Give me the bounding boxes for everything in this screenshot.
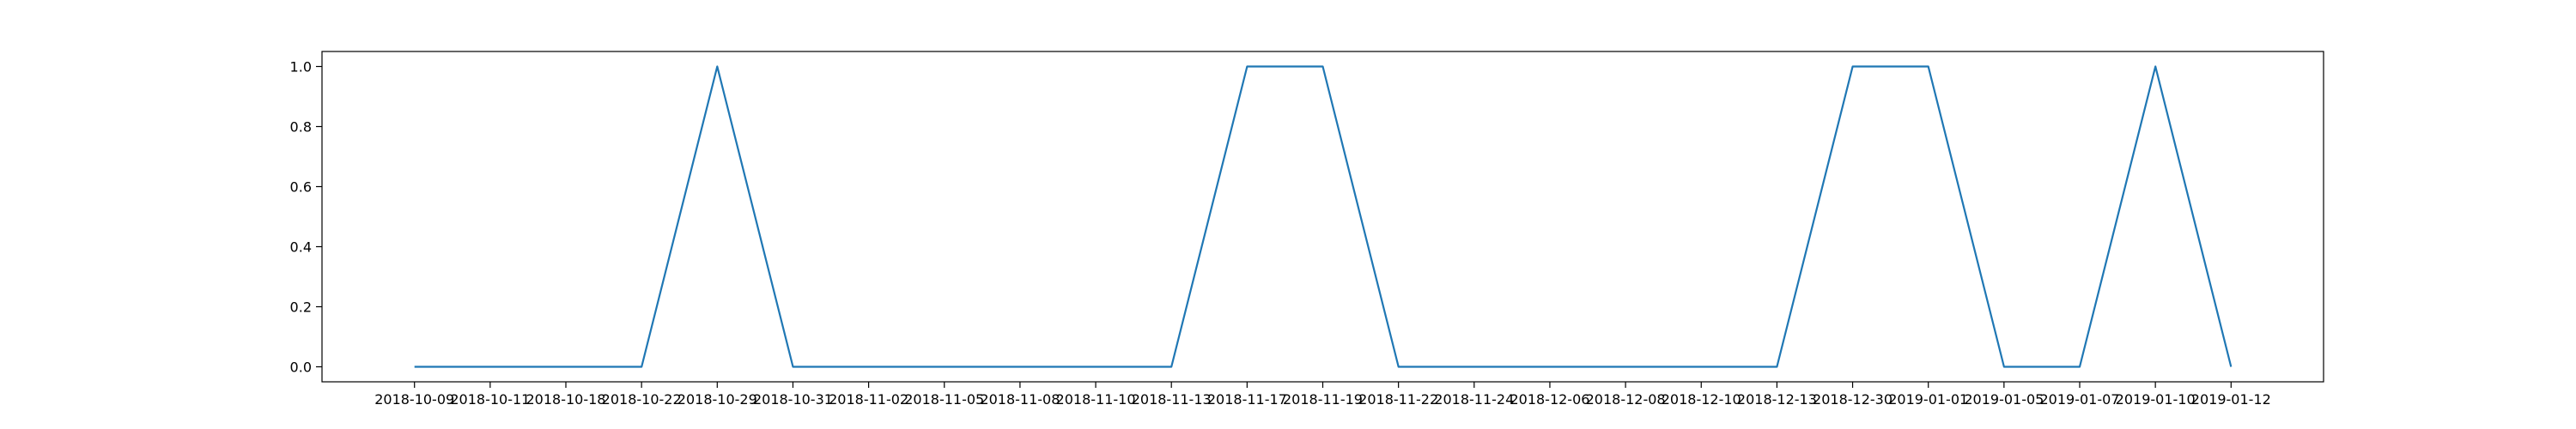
x-tick-label: 2018-11-19 [1283,391,1363,408]
x-tick-label: 2018-10-18 [526,391,606,408]
y-tick-label: 0.4 [290,239,312,256]
x-tick-label: 2018-11-10 [1056,391,1136,408]
y-axis: 0.0 0.2 0.4 0.6 0.8 1.0 [290,59,322,376]
x-tick-label: 2019-01-01 [1888,391,1968,408]
y-tick-label: 0.8 [290,119,312,136]
x-tick-label: 2018-11-13 [1132,391,1212,408]
x-tick-label: 2018-11-05 [904,391,984,408]
x-tick-label: 2019-01-12 [2191,391,2271,408]
plot-area [322,51,2324,382]
x-tick-label: 2018-12-13 [1737,391,1817,408]
x-tick-label: 2018-11-08 [980,391,1060,408]
x-tick-label: 2018-12-10 [1662,391,1741,408]
x-tick-label: 2018-11-22 [1358,391,1438,408]
x-tick-label: 2018-11-02 [829,391,908,408]
x-tick-label: 2019-01-05 [1964,391,2044,408]
x-axis: 2018-10-092018-10-112018-10-182018-10-22… [374,382,2271,408]
y-tick-label: 0.6 [290,179,312,196]
x-tick-label: 2018-12-06 [1510,391,1589,408]
x-tick-label: 2018-12-08 [1586,391,1666,408]
x-tick-label: 2018-10-29 [677,391,757,408]
x-tick-label: 2019-01-07 [2040,391,2120,408]
x-tick-label: 2018-12-30 [1813,391,1893,408]
x-tick-label: 2018-10-31 [753,391,833,408]
x-tick-label: 2018-10-09 [374,391,454,408]
x-tick-label: 2019-01-10 [2116,391,2196,408]
y-tick-label: 1.0 [290,59,312,76]
x-tick-label: 2018-10-22 [602,391,682,408]
x-tick-label: 2018-11-17 [1207,391,1287,408]
plot-frame [321,51,2324,383]
series-line-0 [414,65,2233,368]
x-tick-label: 2018-11-24 [1434,391,1514,408]
y-tick-label: 0.2 [290,299,312,316]
y-tick-label: 0.0 [290,360,312,376]
series-layer [414,65,2233,368]
x-tick-label: 2018-10-11 [450,391,530,408]
